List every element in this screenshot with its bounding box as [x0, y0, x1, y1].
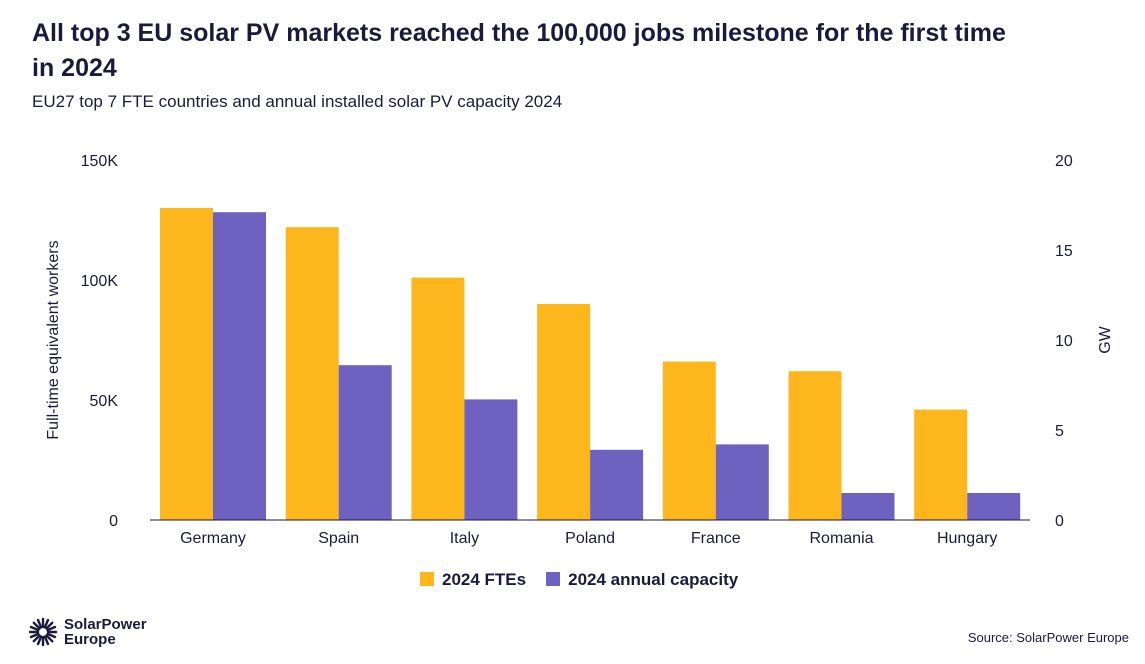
- legend-label: 2024 annual capacity: [568, 570, 739, 589]
- y2-tick-label: 10: [1055, 333, 1073, 350]
- legend-item-capacity: 2024 annual capacity: [546, 570, 738, 590]
- legend-swatch-capacity: [546, 572, 561, 586]
- chart-subtitle: EU27 top 7 FTE countries and annual inst…: [32, 92, 563, 111]
- y-axis-label: Full-time equivalent workers: [45, 240, 62, 439]
- y-tick-label: 100K: [81, 273, 119, 290]
- bar-ftes-spain: [285, 227, 339, 520]
- x-tick-label: Italy: [450, 530, 479, 547]
- y2-axis-label: GW: [1097, 325, 1114, 353]
- bar-capacity-germany: [213, 212, 266, 520]
- x-tick-label: France: [691, 530, 741, 547]
- y-tick-label: 150K: [81, 153, 119, 170]
- bar-capacity-spain: [338, 365, 392, 520]
- x-tick-label: Spain: [318, 530, 359, 547]
- x-tick-label: Poland: [565, 530, 615, 547]
- bar-ftes-hungary: [914, 409, 968, 520]
- x-tick-label: Romania: [809, 530, 873, 547]
- y2-tick-label: 5: [1055, 423, 1064, 440]
- legend-label: 2024 FTEs: [442, 570, 527, 589]
- bar-capacity-poland: [590, 449, 644, 520]
- sun-icon: [28, 617, 58, 647]
- y2-tick-label: 0: [1055, 513, 1064, 530]
- bar-capacity-france: [715, 444, 769, 520]
- bar-ftes-france: [662, 361, 716, 520]
- y-tick-label: 50K: [90, 393, 119, 410]
- bar-ftes-romania: [788, 371, 842, 520]
- solarpower-europe-logo: SolarPower Europe: [28, 617, 147, 647]
- source-note: Source: SolarPower Europe: [967, 630, 1129, 645]
- y2-tick-label: 20: [1055, 153, 1073, 170]
- y-tick-label: 0: [109, 513, 118, 530]
- x-tick-label: Germany: [180, 530, 246, 547]
- bar-capacity-romania: [841, 493, 895, 520]
- legend: 2024 FTEs 2024 annual capacity: [420, 570, 738, 590]
- legend-swatch-ftes: [420, 572, 434, 586]
- legend-item-ftes: 2024 FTEs: [420, 570, 526, 590]
- logo-text-line1: SolarPower: [64, 616, 147, 633]
- chart-title: All top 3 EU solar PV markets reached th…: [32, 19, 1006, 82]
- bar-ftes-poland: [537, 304, 591, 520]
- y2-tick-label: 15: [1055, 243, 1073, 260]
- bar-capacity-hungary: [967, 493, 1021, 520]
- bar-ftes-germany: [160, 208, 213, 520]
- logo-text-line2: Europe: [64, 631, 116, 648]
- bar-capacity-italy: [464, 399, 518, 520]
- x-tick-label: Hungary: [937, 530, 997, 547]
- bar-ftes-italy: [411, 277, 465, 520]
